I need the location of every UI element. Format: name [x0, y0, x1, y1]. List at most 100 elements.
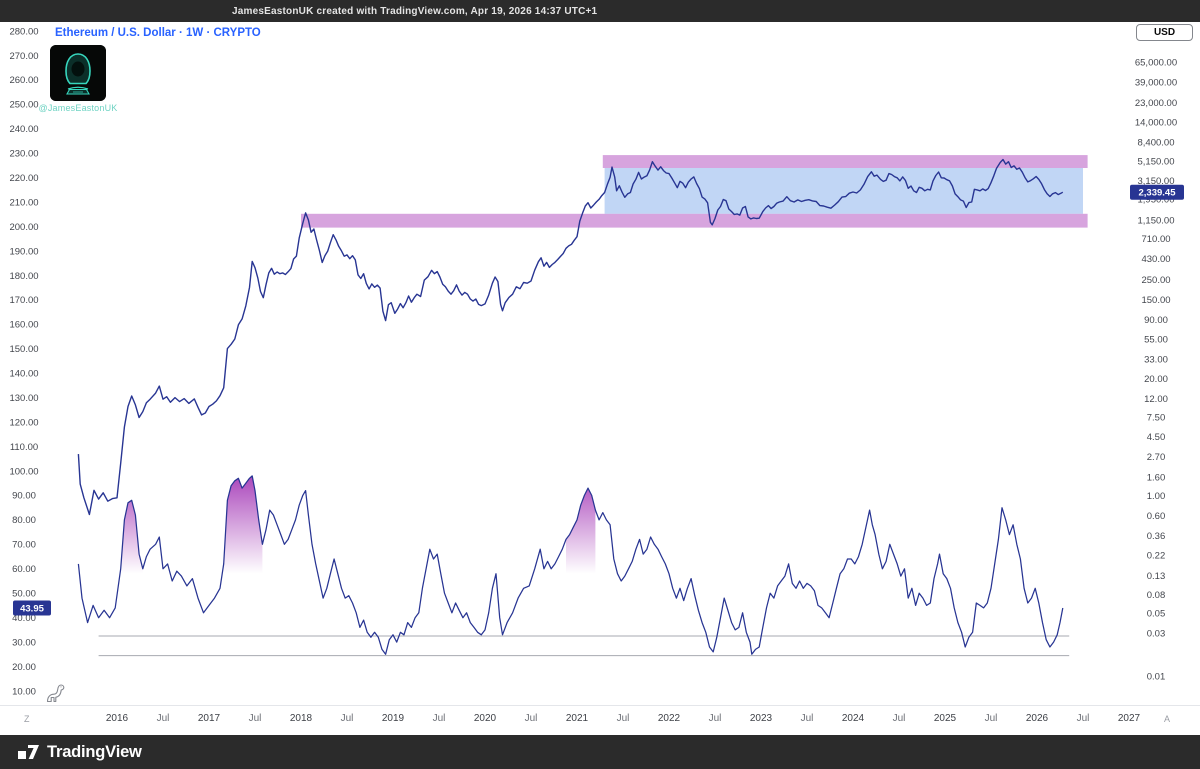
time-tick-label: 2022	[657, 713, 681, 724]
right-axis-tick: 1,950.00	[1138, 195, 1175, 206]
right-axis-tick: 0.01	[1147, 671, 1166, 682]
right-axis-tick: 8,400.00	[1138, 138, 1175, 149]
left-axis-tick: 70.00	[12, 540, 36, 551]
left-axis-tick: 200.00	[9, 222, 38, 233]
oscillator-overbought-fill	[120, 500, 143, 574]
left-axis-tick: 130.00	[9, 393, 38, 404]
time-tick-label: 2027	[1117, 713, 1141, 724]
right-axis-tick: 0.08	[1147, 590, 1166, 601]
left-axis-tick: 120.00	[9, 417, 38, 428]
tradingview-wordmark: TradingView	[47, 742, 142, 761]
left-axis-tick: 20.00	[12, 662, 36, 673]
right-axis-tick: 0.60	[1147, 511, 1166, 522]
left-axis-tick: 280.00	[9, 26, 38, 37]
hacker-avatar-icon	[50, 45, 106, 101]
right-axis-tick: 14,000.00	[1135, 118, 1177, 129]
oscillator-overbought-fill	[566, 488, 596, 574]
author-handle: @JamesEastonUK	[38, 103, 118, 113]
time-tick-label: Jul	[708, 713, 722, 724]
left-axis-tick: 220.00	[9, 173, 38, 184]
right-axis-tick: 0.36	[1147, 531, 1166, 542]
time-tick-label: Jul	[1076, 713, 1090, 724]
left-axis-tick: 80.00	[12, 515, 36, 526]
price-scale-right[interactable]	[1128, 22, 1200, 705]
left-axis-tick: 210.00	[9, 197, 38, 208]
right-axis-tick: 0.03	[1147, 628, 1166, 639]
left-axis-tick: 90.00	[12, 491, 36, 502]
right-axis-tick: 430.00	[1141, 254, 1170, 265]
time-tick-label: Jul	[616, 713, 630, 724]
right-axis-tick: 20.00	[1144, 374, 1168, 385]
right-axis-tick: 250.00	[1141, 275, 1170, 286]
price-line	[77, 158, 1064, 516]
left-axis-tick: 50.00	[12, 589, 36, 600]
right-axis-tick: 5,150.00	[1138, 157, 1175, 168]
right-axis-tick: 1,150.00	[1138, 215, 1175, 226]
right-axis-tick: 3,150.00	[1138, 176, 1175, 187]
right-axis-tick: 0.05	[1147, 608, 1166, 619]
time-tick-label: Jul	[984, 713, 998, 724]
time-axis[interactable]: Z 2016 Jul 2017 Jul 2018 Jul 2019 Jul 2020 Jul 202…	[0, 705, 1200, 735]
attribution-bar: JamesEastonUK created with TradingView.c…	[0, 0, 1200, 22]
left-axis-tick: 230.00	[9, 149, 38, 160]
tradingview-logo-icon	[18, 744, 39, 759]
time-tick-label: 2025	[933, 713, 957, 724]
last-price-badge-bg	[1130, 184, 1184, 200]
time-axis-left-marker: Z	[24, 714, 30, 724]
right-axis-tick: 55.00	[1144, 334, 1168, 345]
oscillator-overbought-fill	[223, 475, 263, 574]
right-axis-tick: 2.70	[1147, 452, 1166, 463]
right-axis-tick: 710.00	[1141, 234, 1170, 245]
left-axis-tick: 170.00	[9, 295, 38, 306]
left-axis-tick: 140.00	[9, 369, 38, 380]
price-scale-left[interactable]	[0, 22, 48, 705]
time-tick-label: 2020	[473, 713, 497, 724]
time-axis-labels: 2016 Jul 2017 Jul 2018 Jul 2019 Jul 2020 Jul 2021 J…	[0, 706, 1200, 735]
oscillator-value-badge: 43.95	[20, 603, 44, 614]
dino-icon	[46, 684, 65, 703]
oscillator-value-badge-bg	[13, 600, 51, 616]
oscillator-line	[77, 475, 1064, 655]
symbol-title[interactable]: Ethereum / U.S. Dollar · 1W · CRYPTO	[55, 27, 261, 39]
left-axis-tick: 260.00	[9, 75, 38, 86]
right-axis-tick: 90.00	[1144, 315, 1168, 326]
footer-bar: TradingView	[0, 735, 1200, 769]
author-avatar	[50, 45, 106, 101]
range-box	[604, 168, 1083, 214]
tradingview-logo[interactable]: TradingView	[18, 743, 142, 762]
time-tick-label: Jul	[248, 713, 262, 724]
left-axis-tick: 100.00	[9, 466, 38, 477]
left-axis-tick: 270.00	[9, 51, 38, 62]
time-tick-label: Jul	[800, 713, 814, 724]
left-axis-tick: 40.00	[12, 613, 36, 624]
currency-toggle-button[interactable]: USD	[1136, 24, 1193, 41]
right-axis-tick: 1.00	[1147, 491, 1166, 502]
time-tick-label: Jul	[892, 713, 906, 724]
left-axis-tick: 60.00	[12, 564, 36, 575]
left-axis-tick: 10.00	[12, 686, 36, 697]
attribution-text: JamesEastonUK created with TradingView.c…	[232, 5, 598, 17]
right-axis-tick: 39,000.00	[1135, 77, 1177, 88]
last-price-badge: 2,339.45	[1139, 188, 1177, 199]
chart-canvas[interactable]: 280.00 270.00 260.00 250.00 240.00 230.00 220.…	[0, 22, 1200, 705]
resistance-band	[602, 155, 1088, 168]
time-tick-label: 2017	[197, 713, 221, 724]
time-tick-label: 2023	[749, 713, 773, 724]
time-tick-label: Jul	[524, 713, 538, 724]
chart-pane[interactable]: 280.00 270.00 260.00 250.00 240.00 230.00 220.…	[0, 22, 1200, 705]
time-tick-label: Jul	[340, 713, 354, 724]
left-axis-tick: 150.00	[9, 344, 38, 355]
time-tick-label: 2018	[289, 713, 313, 724]
time-tick-label: 2026	[1025, 713, 1049, 724]
time-tick-label: 2024	[841, 713, 865, 724]
left-axis-tick: 30.00	[12, 637, 36, 648]
right-axis-tick: 65,000.00	[1135, 58, 1177, 69]
right-axis-tick: 1.60	[1147, 473, 1166, 484]
time-tick-label: Jul	[156, 713, 170, 724]
left-axis-tick: 110.00	[10, 442, 38, 453]
right-axis-tick: 33.00	[1144, 354, 1168, 365]
left-axis-tick: 190.00	[9, 246, 38, 257]
time-tick-label: 2016	[105, 713, 129, 724]
time-tick-label: Jul	[432, 713, 446, 724]
